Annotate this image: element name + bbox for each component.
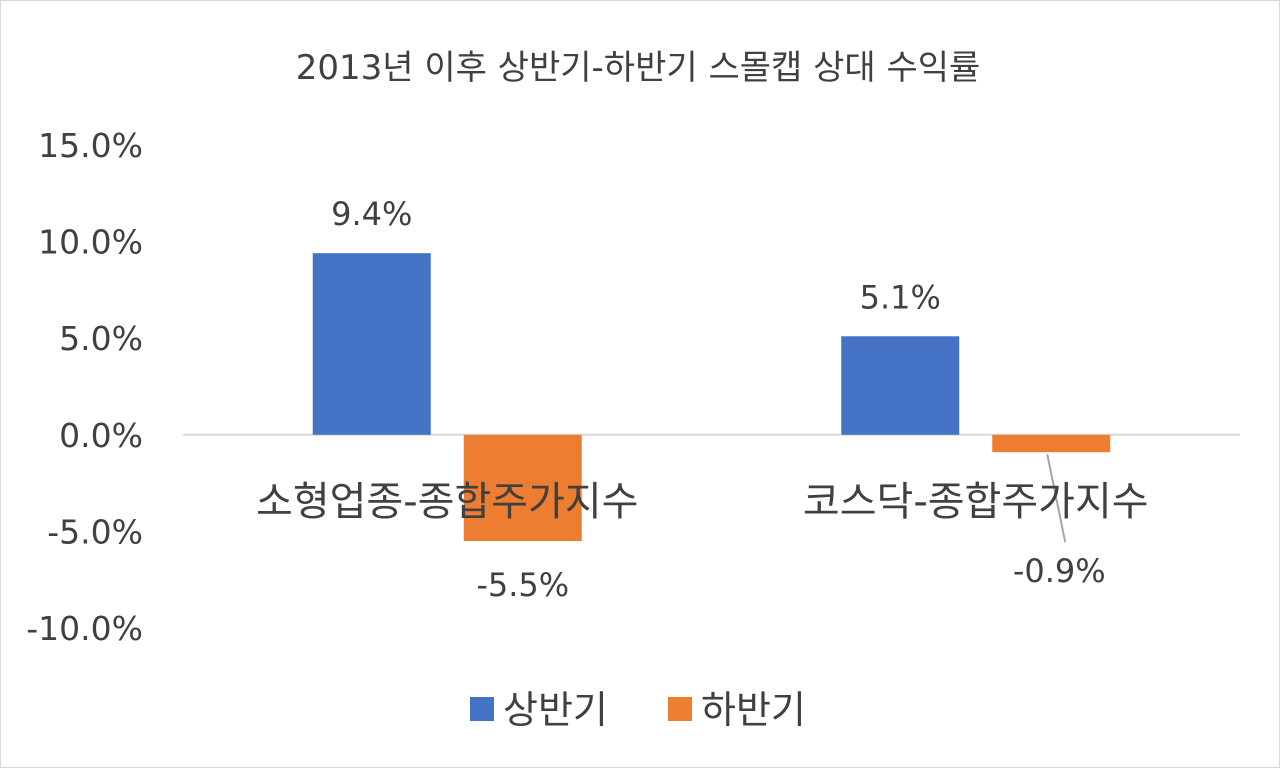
leader-lines-group — [1046, 453, 1067, 543]
chart-title: 2013년 이후 상반기-하반기 스몰캡 상대 수익률 — [296, 48, 981, 88]
bar-first-half — [841, 336, 960, 435]
data-labels-group: 9.4% -5.5% 5.1% -0.9% — [331, 195, 1106, 604]
bar-first-half — [312, 253, 431, 435]
y-tick-label: 5.0% — [59, 319, 143, 358]
y-tick-label: -5.0% — [47, 512, 143, 551]
legend-swatch — [668, 697, 692, 721]
legend-label: 상반기 — [503, 688, 608, 732]
category-label: 소형업종-종합주가지수 — [256, 479, 638, 525]
bar-second-half — [992, 434, 1111, 453]
category-label: 코스닥-종합주가지수 — [803, 479, 1149, 525]
data-label: -5.5% — [476, 566, 569, 604]
y-axis-ticks: 15.0% 10.0% 5.0% 0.0% -5.0% -10.0% — [26, 126, 143, 648]
data-label: 9.4% — [331, 195, 412, 233]
legend-label: 하반기 — [701, 688, 806, 732]
category-labels-group: 소형업종-종합주가지수 코스닥-종합주가지수 — [256, 479, 1149, 525]
y-tick-label: 15.0% — [38, 126, 143, 165]
bars-group — [312, 253, 1111, 542]
bar-second-half — [463, 434, 582, 542]
legend: 상반기 하반기 — [470, 688, 806, 732]
data-label: -0.9% — [1013, 552, 1106, 590]
legend-swatch — [470, 697, 494, 721]
leader-line — [1046, 453, 1067, 543]
y-tick-label: 0.0% — [59, 416, 143, 455]
y-tick-label: -10.0% — [26, 609, 143, 648]
y-tick-label: 10.0% — [38, 223, 143, 262]
data-label: 5.1% — [860, 278, 941, 316]
